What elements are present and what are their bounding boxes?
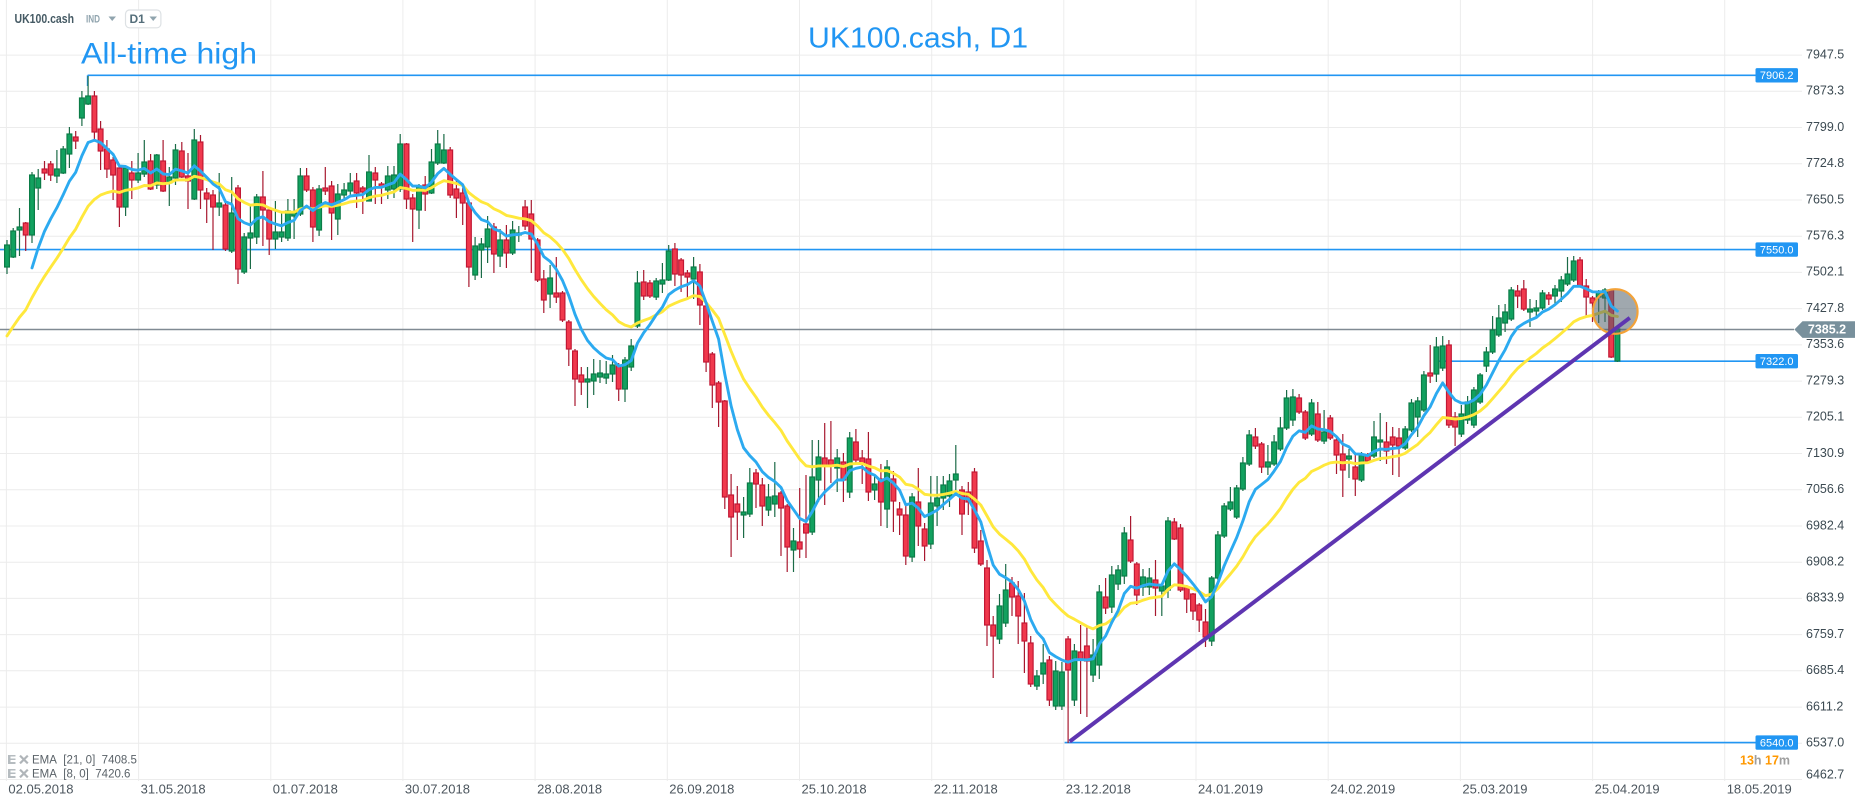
svg-text:EMA [8, 0] 7420.6: EMA [8, 0] 7420.6 bbox=[32, 769, 130, 781]
svg-text:7130.9: 7130.9 bbox=[1806, 446, 1844, 460]
svg-text:7947.5: 7947.5 bbox=[1806, 47, 1844, 61]
svg-text:7550.0: 7550.0 bbox=[1760, 245, 1794, 257]
svg-text:28.08.2018: 28.08.2018 bbox=[537, 782, 602, 797]
svg-text:6759.7: 6759.7 bbox=[1806, 627, 1844, 641]
svg-text:All-time high: All-time high bbox=[81, 38, 257, 71]
svg-text:26.09.2018: 26.09.2018 bbox=[669, 782, 734, 797]
svg-text:7906.2: 7906.2 bbox=[1760, 70, 1794, 82]
svg-text:7353.6: 7353.6 bbox=[1806, 337, 1844, 351]
svg-text:24.01.2019: 24.01.2019 bbox=[1198, 782, 1263, 797]
svg-text:7205.1: 7205.1 bbox=[1806, 410, 1844, 424]
svg-text:23.12.2018: 23.12.2018 bbox=[1066, 782, 1131, 797]
svg-text:6833.9: 6833.9 bbox=[1806, 591, 1844, 605]
svg-text:7056.6: 7056.6 bbox=[1806, 482, 1844, 496]
svg-text:6537.0: 6537.0 bbox=[1806, 736, 1844, 750]
svg-text:7724.8: 7724.8 bbox=[1806, 156, 1844, 170]
svg-text:6540.0: 6540.0 bbox=[1760, 738, 1794, 750]
svg-text:25.04.2019: 25.04.2019 bbox=[1595, 782, 1660, 797]
svg-text:6462.7: 6462.7 bbox=[1806, 768, 1844, 782]
svg-text:01.07.2018: 01.07.2018 bbox=[273, 782, 338, 797]
svg-text:7427.8: 7427.8 bbox=[1806, 301, 1844, 315]
svg-text:6611.2: 6611.2 bbox=[1806, 699, 1843, 713]
svg-text:6685.4: 6685.4 bbox=[1806, 663, 1844, 677]
svg-text:UK100.cash: UK100.cash bbox=[15, 11, 75, 26]
svg-text:7279.3: 7279.3 bbox=[1806, 373, 1844, 387]
svg-text:EMA [21, 0] 7408.5: EMA [21, 0] 7408.5 bbox=[32, 755, 137, 767]
svg-text:7799.0: 7799.0 bbox=[1806, 120, 1844, 134]
svg-text:7576.3: 7576.3 bbox=[1806, 229, 1844, 243]
svg-text:25.03.2019: 25.03.2019 bbox=[1462, 782, 1527, 797]
svg-text:7322.0: 7322.0 bbox=[1760, 356, 1794, 368]
svg-text:22.11.2018: 22.11.2018 bbox=[934, 782, 998, 797]
svg-text:02.05.2018: 02.05.2018 bbox=[8, 782, 73, 797]
svg-text:6908.2: 6908.2 bbox=[1806, 555, 1844, 569]
svg-text:30.07.2018: 30.07.2018 bbox=[405, 782, 470, 797]
svg-text:24.02.2019: 24.02.2019 bbox=[1330, 782, 1395, 797]
svg-text:6982.4: 6982.4 bbox=[1806, 518, 1844, 532]
svg-text:7873.3: 7873.3 bbox=[1806, 84, 1844, 98]
svg-text:7502.1: 7502.1 bbox=[1806, 265, 1844, 279]
svg-text:UK100.cash, D1: UK100.cash, D1 bbox=[808, 23, 1028, 55]
svg-text:25.10.2018: 25.10.2018 bbox=[802, 782, 867, 797]
svg-text:18.05.2019: 18.05.2019 bbox=[1727, 782, 1792, 797]
svg-text:IND: IND bbox=[86, 14, 100, 26]
svg-text:31.05.2018: 31.05.2018 bbox=[141, 782, 206, 797]
svg-text:7385.2: 7385.2 bbox=[1808, 323, 1846, 337]
svg-text:13h 17m: 13h 17m bbox=[1740, 754, 1790, 768]
svg-text:7650.5: 7650.5 bbox=[1806, 192, 1844, 206]
svg-text:D1: D1 bbox=[130, 12, 146, 26]
